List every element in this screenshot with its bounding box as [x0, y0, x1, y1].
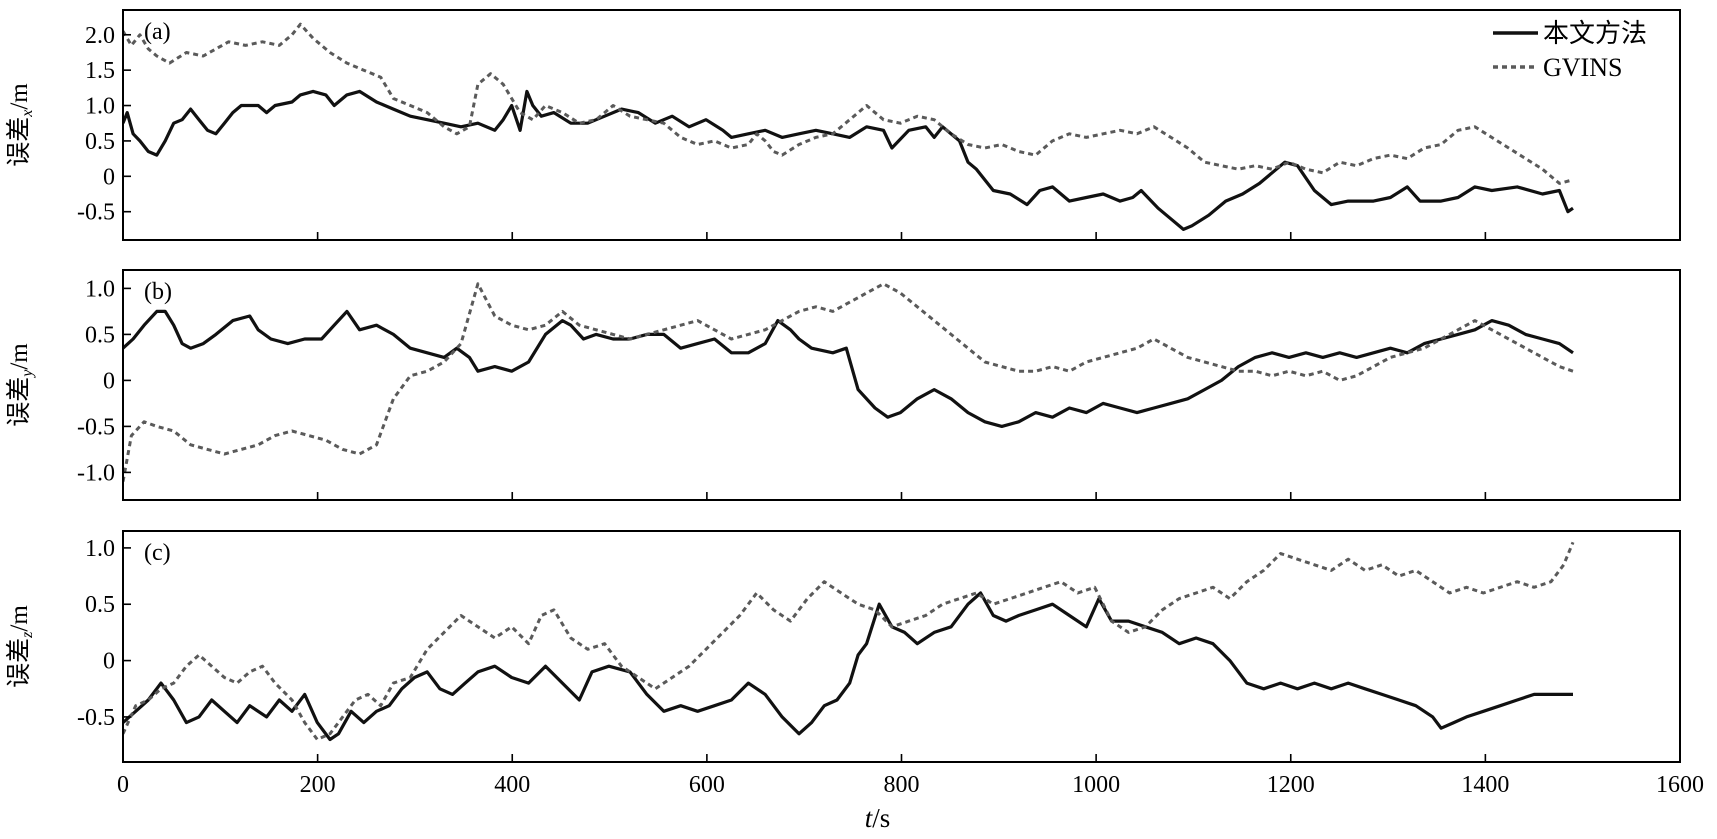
y-axis-label: 误差x/m — [5, 83, 36, 167]
y-tick-label: 1.0 — [85, 536, 115, 562]
x-axis-label: t/s — [865, 803, 891, 833]
y-tick-label: 2.0 — [85, 23, 115, 49]
x-tick-label: 1000 — [1072, 772, 1120, 798]
y-axis-label-main: 误差 — [5, 377, 33, 427]
x-tick-label: 400 — [494, 772, 530, 798]
y-axis-label: 误差z/m — [5, 605, 36, 688]
y-tick-label: 0.5 — [85, 322, 115, 348]
series-line-gvins-b — [123, 282, 1574, 482]
y-tick-label: 1.5 — [85, 58, 115, 84]
panel-tag: (b) — [144, 279, 172, 305]
y-tick-label: -0.5 — [77, 705, 115, 731]
panel-tag: (a) — [144, 19, 171, 45]
y-tick-label: 0.5 — [85, 129, 115, 155]
panel-tag: (c) — [144, 540, 171, 566]
y-tick-label: 1.0 — [85, 94, 115, 120]
panel-c: 1.0 0.5 0 -0.5 0 200 400 600 800 1000 1200 1400 1600… — [5, 530, 1704, 798]
x-tick-label: 1400 — [1461, 772, 1509, 798]
y-tick-label: 1.0 — [85, 276, 115, 302]
x-tick-label: 1600 — [1656, 772, 1704, 798]
series-line-proposed-a — [123, 89, 1574, 231]
legend-label-proposed: 本文方法 — [1543, 19, 1647, 48]
legend-label-gvins: GVINS — [1543, 53, 1622, 82]
y-tick-label: -0.5 — [77, 414, 115, 440]
y-tick-label: 0 — [103, 164, 115, 190]
x-tick-label: 600 — [689, 772, 725, 798]
y-axis-label-unit: /m — [6, 343, 33, 370]
y-tick-label: 0.5 — [85, 592, 115, 618]
y-axis-label-main: 误差 — [5, 638, 33, 688]
plot-frame — [122, 269, 1681, 501]
y-tick-label: 0 — [103, 649, 115, 675]
x-tick-label: 0 — [117, 772, 129, 798]
panel-b: 1.0 0.5 0 -0.5 -1.0 (b) 误差y/m — [5, 269, 1681, 501]
y-axis-label-sub: y — [19, 369, 36, 379]
series-line-proposed-b — [123, 309, 1574, 428]
legend: 本文方法 GVINS — [1493, 19, 1647, 82]
y-axis-label-unit: /m — [6, 605, 33, 632]
x-axis-label-var: t — [865, 803, 874, 833]
y-axis-label-unit: /m — [6, 83, 33, 110]
x-axis-label-unit: /s — [872, 803, 890, 833]
x-tick-label: 200 — [300, 772, 336, 798]
series-line-gvins-a — [123, 22, 1574, 185]
series-line-proposed-c — [123, 591, 1573, 742]
y-axis-label-sub: z — [19, 631, 36, 639]
x-tick-label: 800 — [884, 772, 920, 798]
y-axis-label: 误差y/m — [5, 343, 36, 427]
y-axis-label-main: 误差 — [5, 117, 33, 167]
y-axis-label-sub: x — [19, 110, 36, 118]
x-tick-label: 1200 — [1267, 772, 1315, 798]
y-tick-label: -0.5 — [77, 200, 115, 226]
plot-frame — [122, 9, 1681, 241]
series-line-gvins-c — [123, 541, 1575, 741]
y-tick-label: -1.0 — [77, 460, 115, 486]
panel-a: 2.0 1.5 1.0 0.5 0 -0.5 (a) 误差x/m — [5, 9, 1681, 241]
y-tick-label: 0 — [103, 368, 115, 394]
